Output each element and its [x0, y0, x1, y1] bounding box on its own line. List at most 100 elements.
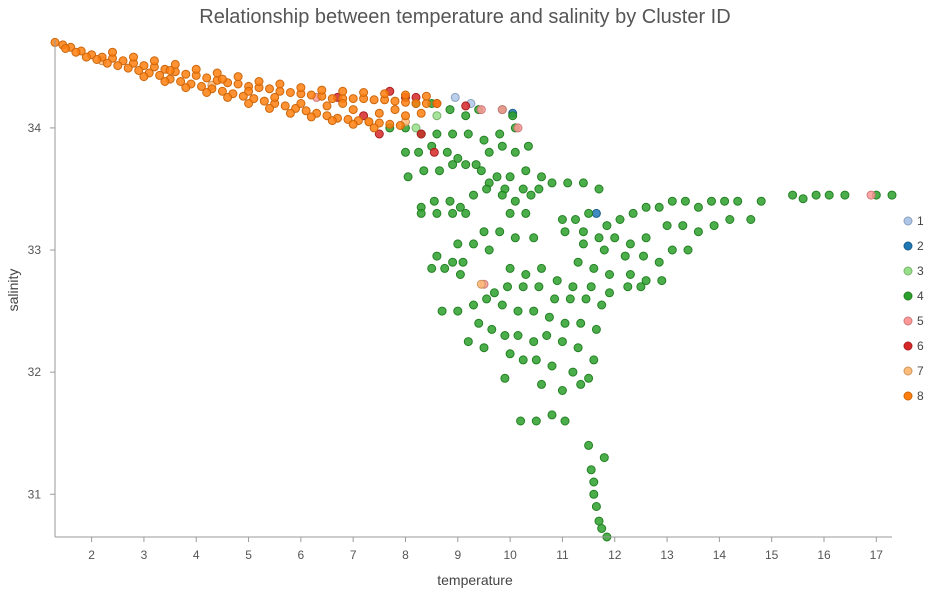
series-3-points: [411, 111, 442, 133]
data-point-cluster-4: [513, 306, 523, 316]
data-point-cluster-4: [534, 184, 544, 194]
x-tick-label: 5: [245, 548, 252, 562]
data-point-cluster-8: [176, 77, 186, 86]
data-point-cluster-4: [495, 227, 505, 237]
data-point-cluster-6: [429, 147, 439, 157]
data-point-cluster-4: [469, 239, 478, 249]
data-point-cluster-4: [516, 416, 526, 426]
y-tick-label: 34: [28, 121, 42, 135]
legend-label: 5: [917, 314, 924, 328]
data-point-cluster-4: [586, 465, 596, 475]
data-point-cluster-8: [233, 79, 243, 89]
data-point-cluster-8: [369, 123, 379, 133]
legend-marker: [903, 391, 913, 401]
y-tick-label: 33: [28, 243, 42, 257]
data-point-cluster-4: [534, 282, 544, 292]
x-tick-label: 10: [503, 548, 517, 562]
data-point-cluster-4: [636, 282, 646, 292]
data-point-cluster-4: [560, 416, 570, 426]
legend-marker: [903, 291, 913, 301]
legend-label: 1: [917, 214, 924, 228]
data-point-cluster-8: [338, 99, 348, 108]
data-point-cluster-8: [233, 72, 243, 82]
data-point-cluster-8: [322, 101, 332, 111]
data-point-cluster-4: [610, 233, 620, 243]
data-point-cluster-4: [597, 300, 607, 310]
x-tick-label: 7: [350, 548, 357, 562]
data-point-cluster-4: [474, 318, 484, 328]
legend-item-1[interactable]: 1: [903, 214, 924, 228]
data-point-cluster-4: [594, 233, 604, 243]
data-point-cluster-4: [492, 172, 502, 182]
data-point-cluster-4: [537, 172, 546, 182]
data-point-cluster-4: [521, 166, 531, 176]
series-4-points: [385, 99, 897, 542]
legend-item-8[interactable]: 8: [903, 389, 924, 403]
legend-item-6[interactable]: 6: [903, 339, 924, 353]
data-point-cluster-4: [560, 318, 570, 328]
data-point-cluster-4: [589, 477, 599, 487]
legend-marker: [903, 266, 913, 276]
data-point-cluster-4: [788, 190, 798, 200]
y-tick-label: 31: [28, 487, 42, 501]
data-point-cluster-4: [557, 215, 567, 224]
data-point-cluster-4: [479, 135, 489, 145]
data-point-cluster-4: [547, 361, 557, 371]
data-point-cluster-4: [573, 343, 583, 353]
data-point-cluster-4: [510, 147, 520, 157]
data-point-cluster-4: [497, 300, 507, 310]
x-tick-label: 11: [556, 548, 569, 562]
data-point-cluster-4: [547, 178, 557, 188]
series-2-points: [508, 108, 601, 218]
data-point-cluster-4: [725, 215, 735, 224]
data-point-cluster-4: [605, 270, 614, 279]
data-point-cluster-8: [181, 69, 191, 79]
data-point-cluster-8: [348, 105, 358, 115]
data-point-cluster-4: [581, 294, 591, 304]
data-point-cluster-8: [165, 66, 175, 75]
data-point-cluster-4: [479, 227, 489, 237]
data-point-cluster-4: [746, 215, 756, 224]
legend-item-4[interactable]: 4: [903, 289, 924, 303]
data-point-cluster-4: [416, 208, 426, 218]
legend-item-5[interactable]: 5: [903, 314, 924, 328]
data-point-cluster-2: [591, 208, 601, 218]
data-point-cluster-8: [317, 85, 327, 95]
data-point-cluster-4: [599, 453, 609, 463]
data-point-cluster-8: [155, 70, 165, 80]
legend-label: 3: [917, 264, 924, 278]
data-point-cluster-4: [557, 386, 567, 395]
data-point-cluster-4: [526, 190, 536, 200]
data-point-cluster-4: [683, 245, 693, 255]
data-point-cluster-8: [265, 103, 274, 113]
legend-item-7[interactable]: 7: [903, 364, 924, 378]
data-point-cluster-4: [824, 190, 834, 200]
chart-title: Relationship between temperature and sal…: [199, 6, 730, 28]
data-point-cluster-4: [576, 318, 586, 328]
data-point-cluster-4: [641, 276, 651, 286]
data-point-cluster-4: [469, 300, 478, 310]
data-point-cluster-5: [866, 190, 876, 200]
legend-item-3[interactable]: 3: [903, 264, 924, 278]
data-point-cluster-4: [505, 263, 515, 273]
data-point-cluster-8: [380, 89, 390, 99]
data-point-cluster-4: [641, 233, 651, 243]
legend-item-2[interactable]: 2: [903, 239, 924, 253]
data-point-cluster-1: [450, 92, 460, 102]
data-point-cluster-4: [733, 196, 743, 206]
data-point-cluster-8: [306, 112, 316, 122]
data-point-cluster-8: [421, 91, 431, 101]
data-point-cluster-4: [615, 215, 625, 224]
data-point-cluster-4: [505, 172, 515, 182]
data-point-cluster-4: [586, 282, 596, 292]
data-point-cluster-8: [338, 86, 348, 96]
data-point-cluster-4: [709, 221, 719, 231]
data-point-cluster-3: [432, 111, 442, 121]
data-point-cluster-4: [578, 227, 588, 237]
data-point-cluster-4: [620, 251, 630, 261]
data-point-cluster-4: [654, 202, 664, 212]
data-point-cluster-8: [217, 86, 227, 96]
data-point-cluster-4: [693, 227, 703, 237]
data-point-cluster-4: [445, 196, 455, 206]
data-point-cluster-4: [419, 166, 429, 176]
